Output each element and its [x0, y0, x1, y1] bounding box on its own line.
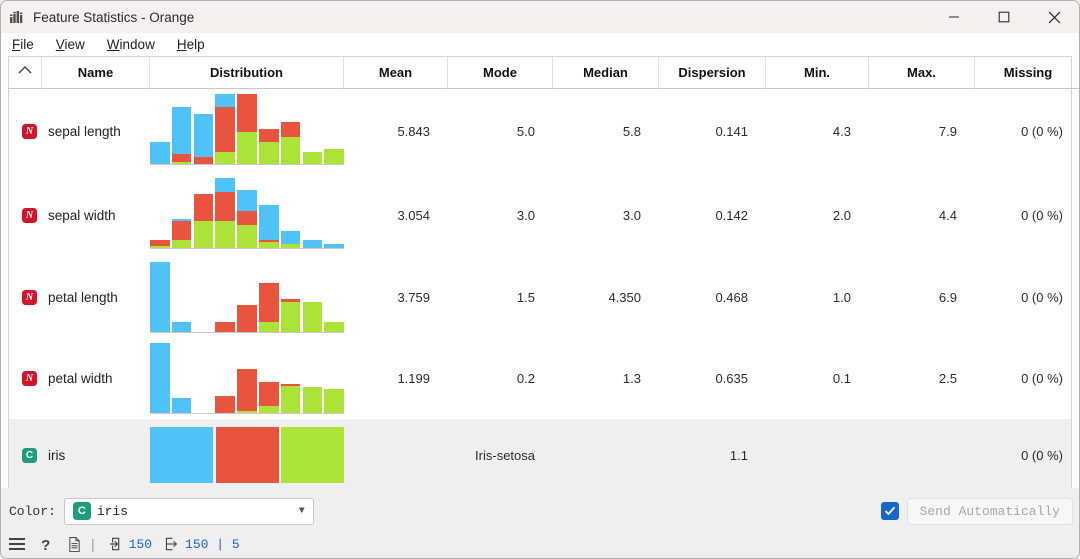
svg-text:?: ? [41, 537, 50, 552]
